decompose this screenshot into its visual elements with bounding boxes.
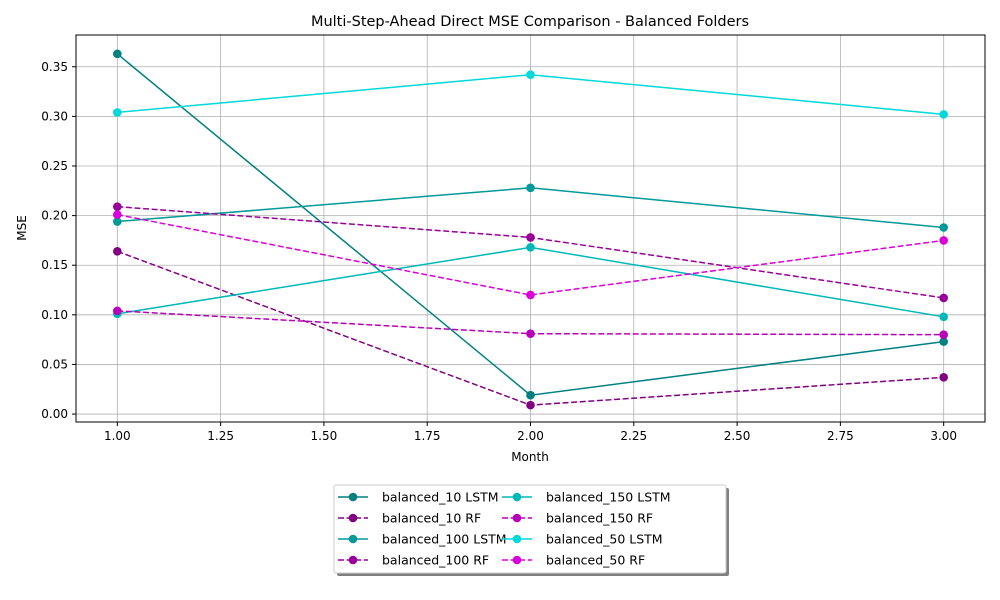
- data-point: [939, 293, 948, 303]
- y-tick-label: 0.00: [41, 407, 68, 421]
- y-tick-label: 0.30: [41, 109, 68, 123]
- data-point: [526, 390, 535, 400]
- series-balanced-150-rf: [113, 306, 948, 339]
- data-point: [939, 337, 948, 346]
- data-point: [939, 330, 948, 339]
- data-point: [113, 202, 122, 211]
- data-point: [113, 210, 122, 219]
- legend-item: balanced_10 RF: [338, 511, 481, 526]
- legend-label: balanced_100 RF: [382, 553, 489, 568]
- legend: balanced_10 LSTM balanced_10 RF balanced_1…: [333, 484, 729, 576]
- legend-marker: [348, 492, 358, 502]
- x-tick-label: 2.50: [724, 429, 751, 443]
- legend-item: balanced_50 RF: [502, 553, 645, 568]
- data-point: [526, 290, 535, 300]
- x-tick-label: 2.00: [517, 429, 544, 443]
- x-tick-label: 1.00: [104, 429, 131, 443]
- legend-marker: [512, 534, 522, 544]
- data-point: [113, 306, 122, 316]
- y-axis-label: MSE: [15, 215, 29, 241]
- legend-label: balanced_50 LSTM: [546, 532, 663, 547]
- y-tick-label: 0.35: [41, 60, 68, 74]
- series-balanced-50-rf: [113, 210, 948, 300]
- x-tick-label: 2.75: [827, 429, 854, 443]
- legend-item: balanced_150 LSTM: [502, 490, 671, 505]
- data-point: [939, 312, 948, 322]
- data-point: [526, 400, 535, 410]
- data-point: [526, 233, 535, 242]
- data-point: [526, 183, 535, 193]
- y-tick-label: 0.05: [41, 357, 68, 371]
- legend-item: balanced_150 RF: [502, 511, 653, 526]
- data-point: [939, 236, 948, 245]
- legend-item: balanced_100 LSTM: [338, 532, 507, 547]
- legend-marker: [348, 534, 358, 544]
- data-point: [526, 70, 535, 79]
- x-tick-label: 1.75: [414, 429, 441, 443]
- data-point: [113, 247, 122, 256]
- x-tick-label: 1.50: [311, 429, 338, 443]
- y-tick-label: 0.20: [41, 209, 68, 223]
- x-tick-label: 2.25: [620, 429, 647, 443]
- legend-item: balanced_50 LSTM: [502, 532, 663, 547]
- x-tick-label: 1.25: [207, 429, 234, 443]
- series-balanced-50-lstm: [113, 70, 948, 119]
- data-point: [113, 49, 122, 59]
- series-balanced-10-rf: [113, 247, 948, 410]
- chart-title: Multi-Step-Ahead Direct MSE Comparison -…: [311, 14, 749, 30]
- data-point: [939, 223, 948, 232]
- legend-item: balanced_100 RF: [338, 553, 489, 568]
- series-balanced-100-rf: [113, 202, 948, 303]
- legend-marker: [512, 492, 522, 502]
- y-tick-label: 0.25: [41, 159, 68, 173]
- data-point: [526, 243, 535, 252]
- y-axis: 0.00 0.05 0.10 0.15 0.20 0.25 0.30 0.35: [41, 60, 76, 421]
- x-axis: 1.00 1.25 1.50 1.75 2.00 2.25 2.50 2.75 3.00: [104, 422, 957, 443]
- series-balanced-100-lstm: [113, 183, 948, 232]
- legend-item: balanced_10 LSTM: [338, 490, 499, 505]
- legend-marker: [348, 513, 358, 523]
- legend-label: balanced_150 RF: [546, 511, 653, 526]
- legend-label: balanced_50 RF: [546, 553, 645, 568]
- legend-label: balanced_150 LSTM: [546, 490, 671, 505]
- data-point: [113, 217, 122, 226]
- legend-label: balanced_10 RF: [382, 511, 481, 526]
- legend-marker: [512, 513, 522, 523]
- legend-label: balanced_10 LSTM: [382, 490, 499, 505]
- grid: [76, 35, 985, 422]
- data-point: [113, 108, 122, 117]
- y-tick-label: 0.10: [41, 308, 68, 322]
- legend-marker: [348, 555, 358, 565]
- series-layer: [113, 49, 948, 410]
- data-point: [526, 329, 535, 338]
- legend-label: balanced_100 LSTM: [382, 532, 507, 547]
- series-balanced-10-lstm: [113, 49, 948, 400]
- y-tick-label: 0.15: [41, 258, 68, 272]
- legend-box: [333, 484, 727, 574]
- x-axis-label: Month: [511, 450, 549, 464]
- x-tick-label: 3.00: [930, 429, 957, 443]
- series-line: [117, 213, 944, 296]
- data-point: [939, 373, 948, 382]
- data-point: [939, 110, 948, 119]
- legend-marker: [512, 555, 522, 565]
